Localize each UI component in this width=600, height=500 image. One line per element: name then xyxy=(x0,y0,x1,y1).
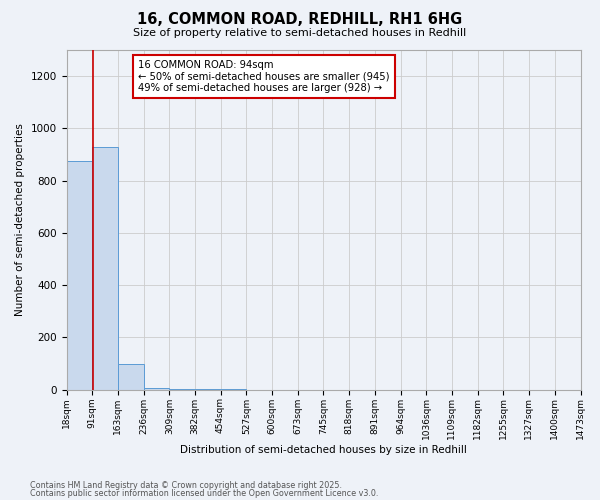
Text: 16 COMMON ROAD: 94sqm
← 50% of semi-detached houses are smaller (945)
49% of sem: 16 COMMON ROAD: 94sqm ← 50% of semi-deta… xyxy=(139,60,390,94)
Bar xyxy=(118,364,143,390)
Text: 16, COMMON ROAD, REDHILL, RH1 6HG: 16, COMMON ROAD, REDHILL, RH1 6HG xyxy=(137,12,463,28)
Bar xyxy=(143,388,169,390)
Bar xyxy=(169,389,195,390)
Text: Contains public sector information licensed under the Open Government Licence v3: Contains public sector information licen… xyxy=(30,489,379,498)
Bar xyxy=(67,161,92,390)
Text: Contains HM Land Registry data © Crown copyright and database right 2025.: Contains HM Land Registry data © Crown c… xyxy=(30,480,342,490)
X-axis label: Distribution of semi-detached houses by size in Redhill: Distribution of semi-detached houses by … xyxy=(180,445,467,455)
Text: Size of property relative to semi-detached houses in Redhill: Size of property relative to semi-detach… xyxy=(133,28,467,38)
Y-axis label: Number of semi-detached properties: Number of semi-detached properties xyxy=(15,124,25,316)
Bar xyxy=(92,147,118,390)
